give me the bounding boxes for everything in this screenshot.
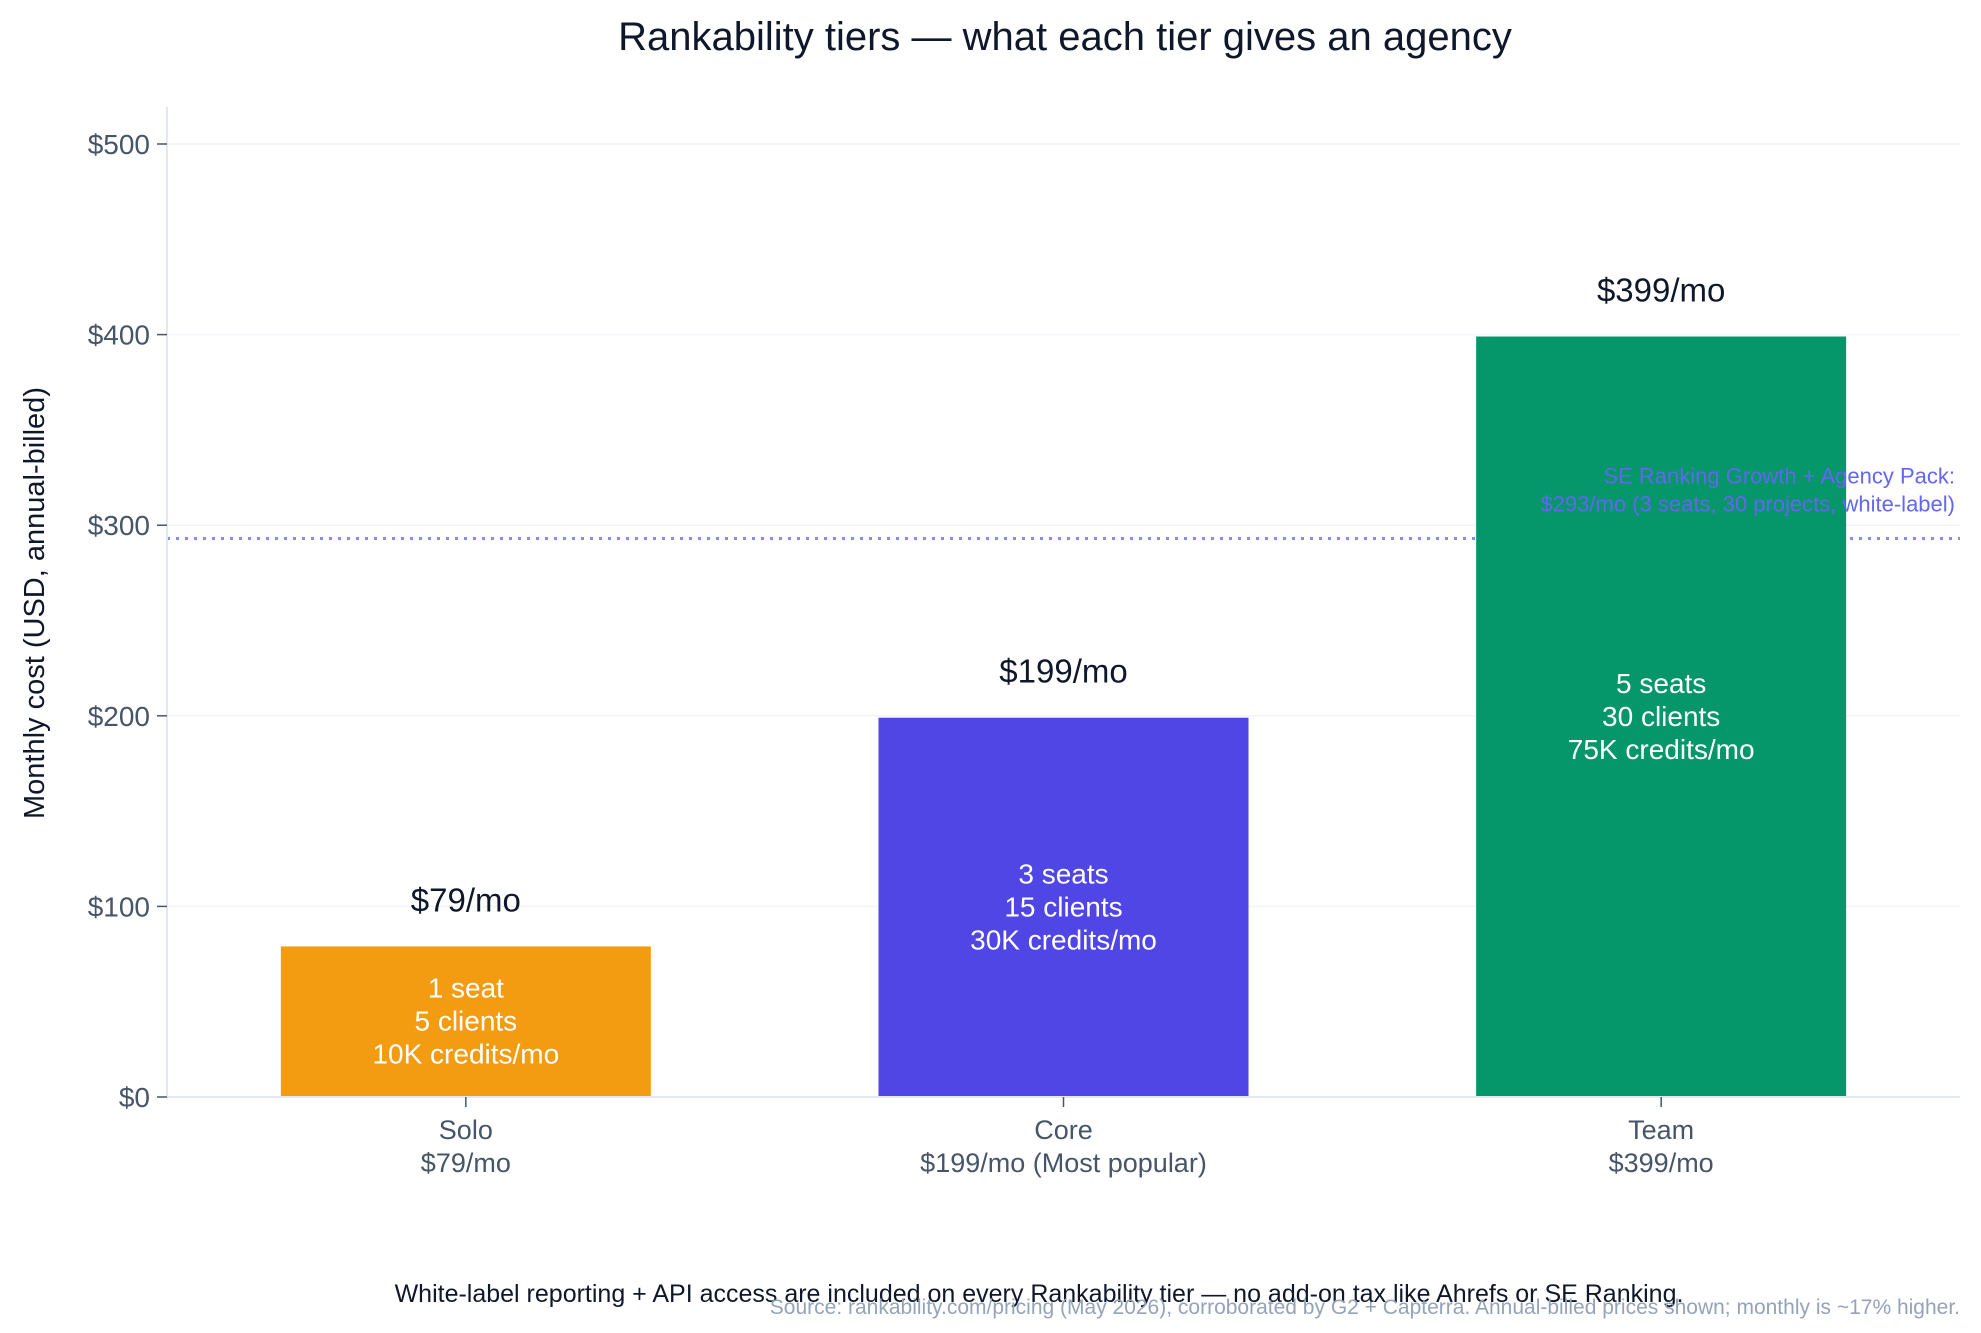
bar-annotation: 10K credits/mo bbox=[372, 1039, 559, 1070]
bar bbox=[1476, 336, 1847, 1098]
y-tick-label: $300 bbox=[88, 510, 150, 541]
bar-annotation: 3 seats bbox=[1018, 858, 1108, 889]
y-tick-label: $200 bbox=[88, 701, 150, 732]
bar bbox=[878, 717, 1249, 1097]
x-tick-label: Team bbox=[1628, 1115, 1694, 1145]
y-tick-label: $500 bbox=[88, 129, 150, 160]
y-axis-label: Monthly cost (USD, annual-billed) bbox=[19, 387, 51, 819]
x-tick-sublabel: $199/mo (Most popular) bbox=[920, 1148, 1207, 1178]
bar-value-label: $199/mo bbox=[999, 653, 1127, 690]
y-tick-label: $400 bbox=[88, 320, 150, 351]
bar-annotation: 5 seats bbox=[1616, 668, 1706, 699]
x-tick-sublabel: $79/mo bbox=[421, 1148, 511, 1178]
bar-annotation: 1 seat bbox=[428, 973, 504, 1004]
x-tick-sublabel: $399/mo bbox=[1609, 1148, 1714, 1178]
y-tick-label: $100 bbox=[88, 891, 150, 922]
bar bbox=[280, 946, 651, 1097]
x-tick-label: Solo bbox=[439, 1115, 493, 1145]
x-axis-ticks: Solo$79/mo Core$199/mo (Most popular) Team… bbox=[421, 1097, 1714, 1178]
bar-annotation: 75K credits/mo bbox=[1568, 734, 1755, 765]
bar-annotation: 30K credits/mo bbox=[970, 924, 1157, 955]
bar-value-label: $399/mo bbox=[1597, 272, 1725, 309]
bar-annotation: 5 clients bbox=[414, 1006, 517, 1037]
x-tick-label: Core bbox=[1034, 1115, 1093, 1145]
bar-annotation: 30 clients bbox=[1602, 701, 1720, 732]
reference-line-label-text: SE Ranking Growth + Agency Pack: bbox=[1603, 464, 1955, 489]
y-tick-label: $0 bbox=[119, 1082, 150, 1113]
bar-annotation: 15 clients bbox=[1004, 891, 1122, 922]
bar-value-label: $79/mo bbox=[411, 881, 521, 918]
chart-title: Rankability tiers — what each tier gives… bbox=[618, 15, 1512, 59]
source-note: Source: rankability.com/pricing (May 202… bbox=[770, 1296, 1960, 1319]
footnote: White-label reporting + API access are i… bbox=[395, 1280, 1684, 1308]
reference-line-label: SE Ranking Growth + Agency Pack: $293/mo … bbox=[1540, 464, 1955, 517]
y-axis-ticks: $0 $100 $200 $300 $400 $500 bbox=[88, 129, 167, 1113]
reference-line-label-text: $293/mo (3 seats, 30 projects, white-lab… bbox=[1540, 492, 1955, 517]
